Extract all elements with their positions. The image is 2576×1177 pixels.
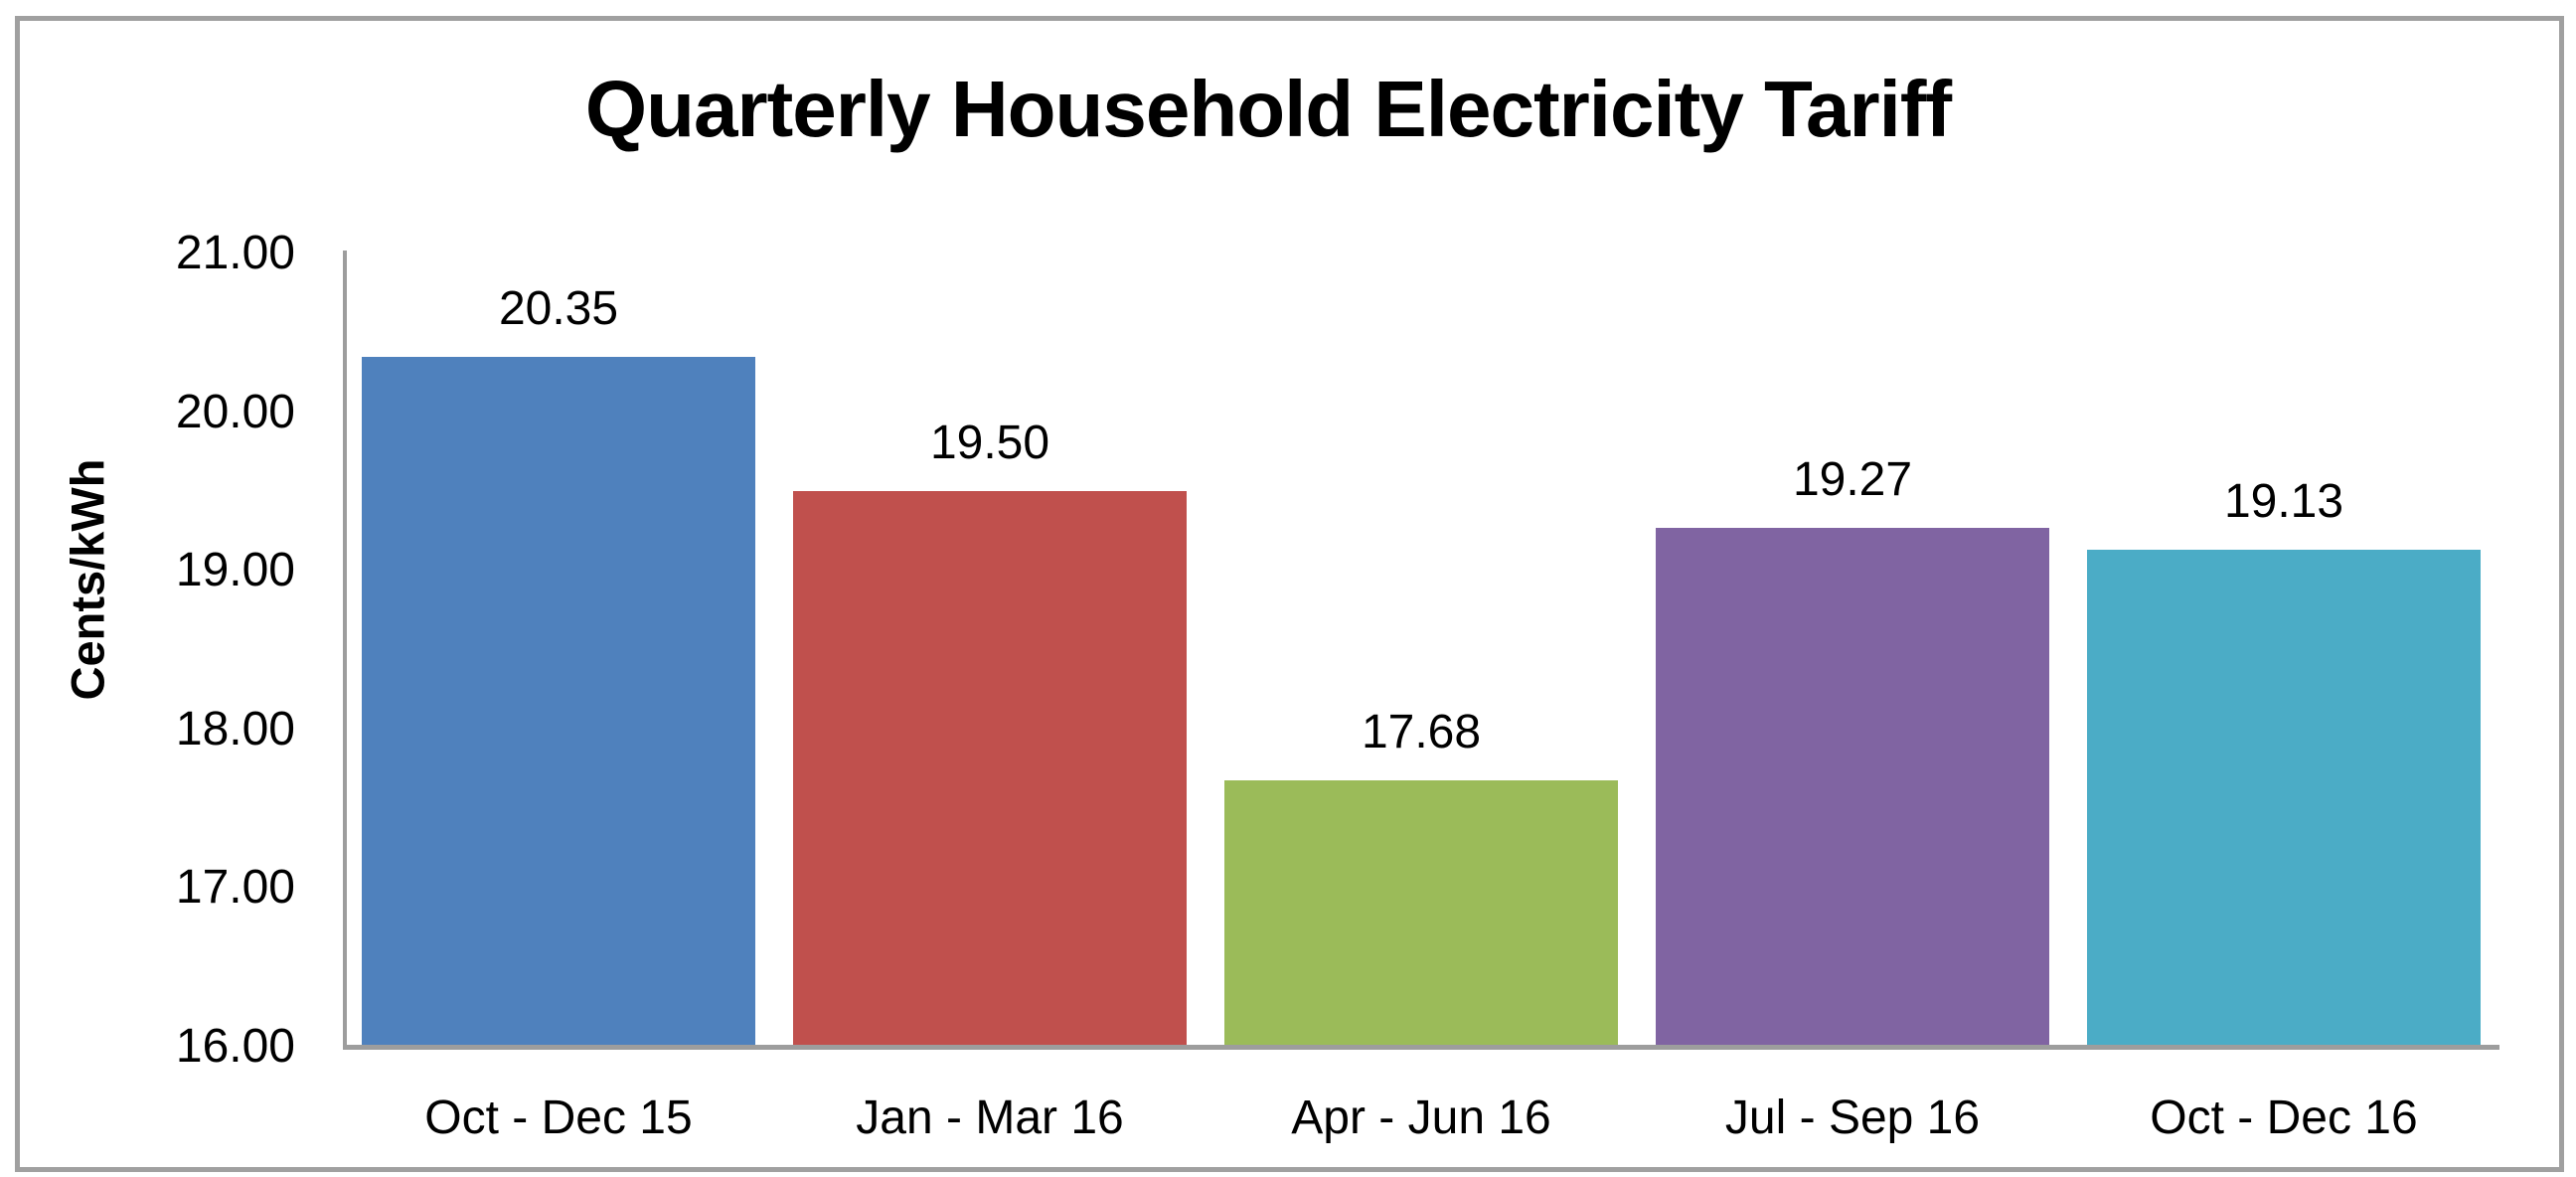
bar-oct-dec-16 xyxy=(2087,550,2481,1047)
x-category-label: Jan - Mar 16 xyxy=(856,1092,1124,1144)
bar-value-label: 19.13 xyxy=(2223,475,2344,529)
x-axis-line xyxy=(343,1045,2499,1050)
bar-oct-dec-15 xyxy=(362,356,755,1047)
bar-jul-sep-16 xyxy=(1656,528,2049,1047)
bar-jan-mar-16 xyxy=(793,491,1187,1047)
y-tick-label: 17.00 xyxy=(175,861,295,915)
y-tick-label: 20.00 xyxy=(175,385,295,438)
x-category-label: Jul - Sep 16 xyxy=(1724,1092,1981,1144)
bar-value-label: 17.68 xyxy=(1361,705,1482,758)
bar-value-label: 20.35 xyxy=(498,281,619,335)
y-tick-label: 21.00 xyxy=(175,227,295,279)
bar-apr-jun-16 xyxy=(1224,779,1618,1047)
x-category-label: Oct - Dec 15 xyxy=(424,1092,693,1144)
x-category-label: Apr - Jun 16 xyxy=(1291,1092,1551,1144)
x-category-label: Oct - Dec 16 xyxy=(2150,1092,2418,1144)
y-tick-label: 18.00 xyxy=(175,702,295,756)
bar-value-label: 19.27 xyxy=(1792,453,1913,507)
y-tick-label: 16.00 xyxy=(175,1020,295,1073)
y-tick-label: 19.00 xyxy=(175,544,295,597)
bar-value-label: 19.50 xyxy=(929,417,1050,470)
chart-title: Quarterly Household Electricity Tariff xyxy=(584,65,1952,153)
y-axis-line xyxy=(343,251,347,1050)
